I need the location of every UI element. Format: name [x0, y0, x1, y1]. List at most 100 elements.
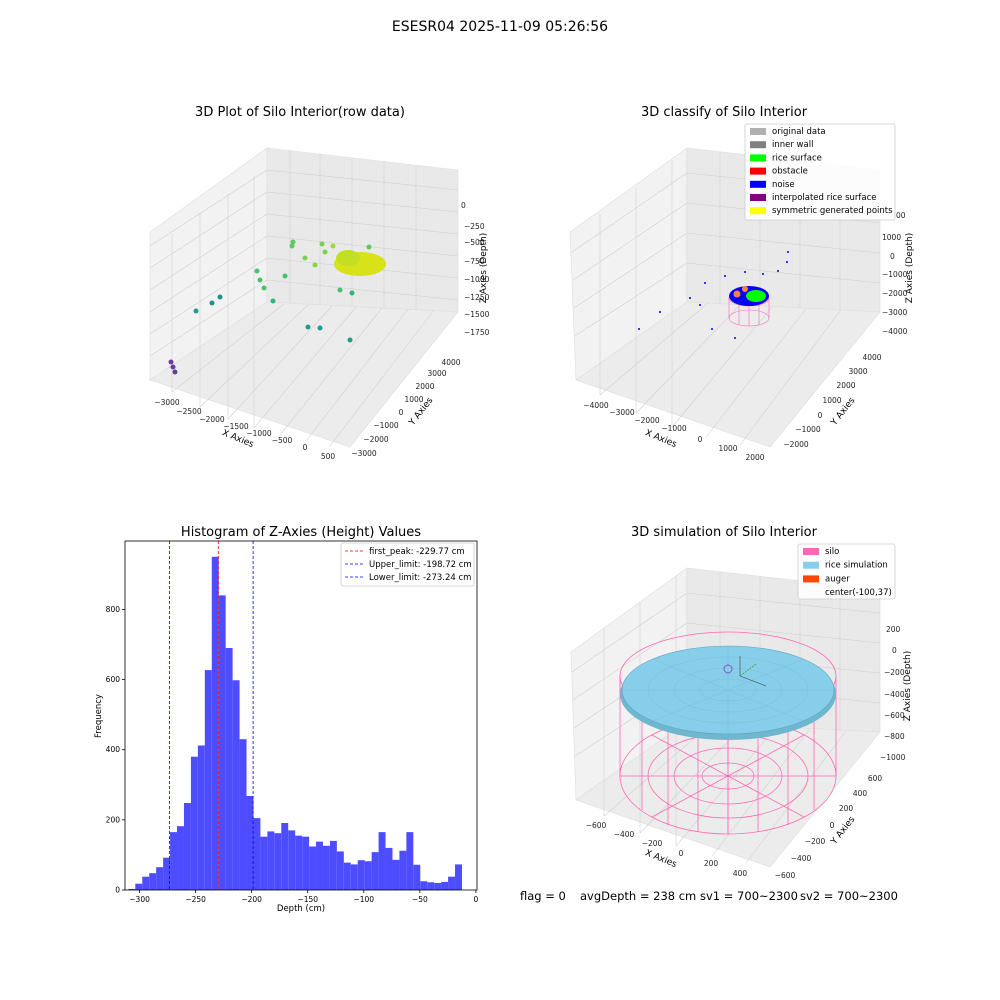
- classify-3d-panes: [569, 147, 881, 448]
- histogram-bar: [455, 864, 462, 890]
- classify-z-tick: 1000: [882, 233, 901, 242]
- raw-3d-panes: [149, 147, 459, 448]
- histogram-bar: [183, 803, 191, 890]
- panel-simulation-3d: 3D simulation of Silo Interior: [570, 525, 913, 880]
- classify-noise-point: [659, 311, 661, 313]
- classify-x-tick: −2000: [634, 416, 660, 425]
- histogram-bar: [392, 859, 400, 890]
- raw-point: [282, 273, 288, 279]
- histogram-bar: [197, 745, 205, 890]
- histogram-bar: [142, 876, 150, 890]
- histogram-bar: [434, 882, 442, 890]
- raw-z-tick: −500: [464, 238, 485, 247]
- raw-point: [347, 337, 353, 343]
- histogram-y-tick-label: 200: [106, 815, 121, 824]
- simulation-3d-tick-labels: −600 −400 −200 0 200 400 −600 −400 −200 …: [586, 625, 906, 880]
- raw-point: [261, 285, 267, 291]
- classify-noise-point: [711, 328, 713, 330]
- histogram-bar: [316, 841, 323, 890]
- panel-classify-title: 3D classify of Silo Interior: [641, 105, 808, 120]
- raw-z-tick: −1250: [464, 293, 490, 302]
- histogram-y-tick-label: 0: [115, 886, 120, 895]
- histogram-bar: [246, 795, 254, 890]
- simulation-legend: silo rice simulation auger center(-100,37): [797, 543, 896, 600]
- histogram-legend-label: Upper_limit: -198.72 cm: [369, 560, 472, 570]
- raw-z-axis-label: Z Axies (Depth): [479, 233, 489, 304]
- simulation-legend-box: [797, 543, 896, 600]
- classify-noise-point: [777, 270, 779, 272]
- raw-3d-grid: [149, 150, 459, 447]
- legend-label: noise: [772, 180, 795, 190]
- histogram-bar: [406, 832, 414, 890]
- raw-z-tick: −750: [464, 257, 485, 266]
- histogram-bar: [357, 860, 365, 890]
- classify-noise-point: [787, 251, 789, 253]
- classify-3d-tick-labels: −4000 −3000 −2000 −1000 0 1000 2000 −200…: [583, 211, 907, 462]
- classify-y-tick: −2000: [783, 440, 809, 449]
- histogram-y-ticks: 0 200 400 600 800: [106, 605, 125, 895]
- histogram-bar: [232, 680, 240, 890]
- classify-pane-floor: [575, 301, 881, 448]
- histogram-bar: [260, 836, 268, 890]
- simulation-z-tick: 0: [892, 646, 897, 655]
- histogram-bar: [420, 881, 428, 890]
- raw-y-tick: −3000: [351, 449, 377, 458]
- classify-z-tick-partial: 00: [896, 211, 906, 220]
- raw-x-tick: 0: [303, 443, 308, 452]
- histogram-bar: [288, 830, 296, 890]
- classify-noise-point: [638, 328, 640, 330]
- legend-swatch: [803, 548, 819, 555]
- raw-point: [319, 241, 325, 247]
- simulation-y-tick: −200: [805, 837, 826, 846]
- classify-z-tick: 0: [890, 252, 895, 261]
- raw-x-tick: −500: [272, 436, 293, 445]
- legend-swatch: [750, 180, 766, 188]
- raw-point: [257, 277, 263, 283]
- histogram-bar: [135, 883, 143, 890]
- raw-3d-points: [168, 239, 386, 375]
- histogram-bars: [128, 556, 462, 890]
- legend-label: auger: [825, 574, 850, 584]
- raw-x-tick: −2500: [176, 407, 202, 416]
- simulation-auger: [723, 656, 767, 687]
- status-sv2: sv2 = 700~2300: [800, 889, 898, 903]
- raw-point: [193, 308, 199, 314]
- simulation-x-tick: 400: [733, 869, 748, 878]
- simulation-z-tick: −800: [884, 732, 905, 741]
- classify-noise-point: [724, 275, 726, 277]
- simulation-legend-entries: silo rice simulation auger center(-100,37): [803, 547, 892, 598]
- raw-points-main-cluster-edge: [336, 250, 360, 266]
- simulation-y-tick: 600: [868, 774, 883, 783]
- simulation-y-tick: 0: [830, 821, 835, 830]
- classify-3d-points: [638, 251, 789, 339]
- simulation-y-tick: −600: [775, 871, 796, 880]
- raw-x-tick: −2000: [199, 415, 225, 424]
- simulation-z-tick: −400: [884, 690, 905, 699]
- classify-obstacle-point: [733, 290, 741, 298]
- histogram-legend-label: first_peak: -229.77 cm: [369, 547, 465, 557]
- raw-x-tick: −1000: [246, 429, 272, 438]
- classify-x-tick: −4000: [583, 401, 609, 410]
- histogram-bar: [350, 864, 358, 890]
- histogram-bar: [322, 845, 330, 890]
- legend-swatch: [750, 207, 766, 215]
- histogram-bar: [170, 832, 178, 890]
- raw-point: [366, 244, 372, 250]
- histogram-bar: [295, 835, 303, 890]
- raw-point: [270, 298, 276, 304]
- histogram-title: Histogram of Z-Axies (Height) Values: [181, 525, 421, 540]
- simulation-y-tick: 400: [853, 789, 868, 798]
- raw-point: [170, 364, 176, 370]
- classify-legend: original data inner wall rice surface obsta…: [744, 123, 896, 221]
- histogram-bar: [177, 826, 184, 890]
- raw-x-tick: −3000: [154, 398, 180, 407]
- simulation-3d-grid: [571, 572, 881, 864]
- histogram-bar: [163, 857, 171, 890]
- auger-marker: [723, 664, 733, 674]
- legend-swatch: [803, 561, 819, 569]
- legend-swatch: [750, 167, 766, 175]
- simulation-x-tick: −400: [614, 830, 635, 839]
- classify-y-tick: 2000: [836, 381, 855, 390]
- histogram-legend: first_peak: -229.77 cm Upper_limit: -198.…: [340, 542, 475, 587]
- classify-noise-point: [786, 261, 788, 263]
